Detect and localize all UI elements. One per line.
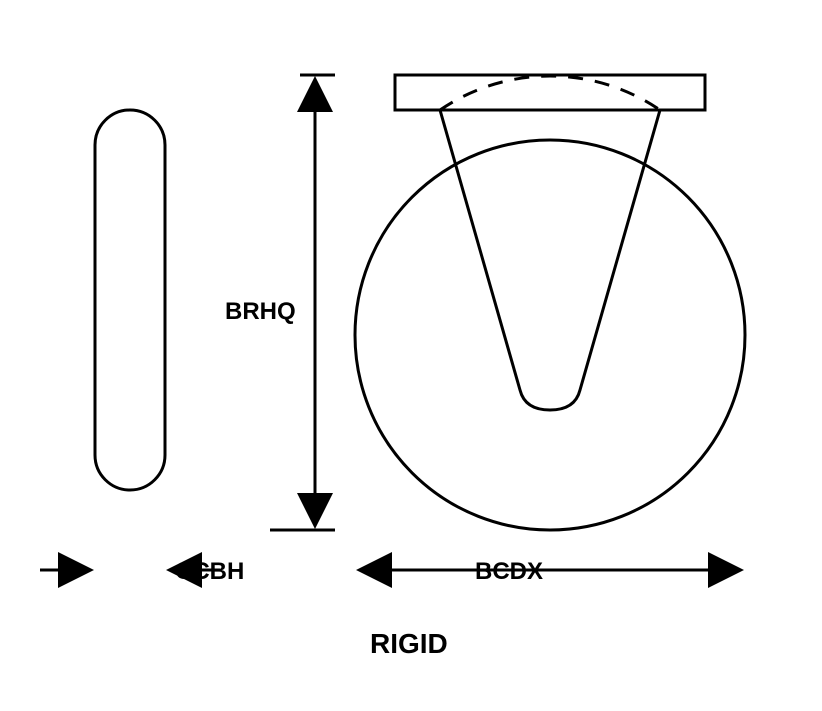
side-view-shape — [95, 110, 165, 490]
dim-brhq-label: BRHQ — [225, 298, 296, 326]
dim-bcdx-label: BCDX — [475, 558, 543, 586]
diagram-canvas — [0, 0, 822, 711]
dim-ccbh-label: CCBH — [175, 558, 244, 586]
hidden-arc — [440, 76, 660, 110]
top-plate — [395, 75, 705, 110]
wheel-circle — [355, 140, 745, 530]
diagram-title: RIGID — [370, 628, 448, 660]
